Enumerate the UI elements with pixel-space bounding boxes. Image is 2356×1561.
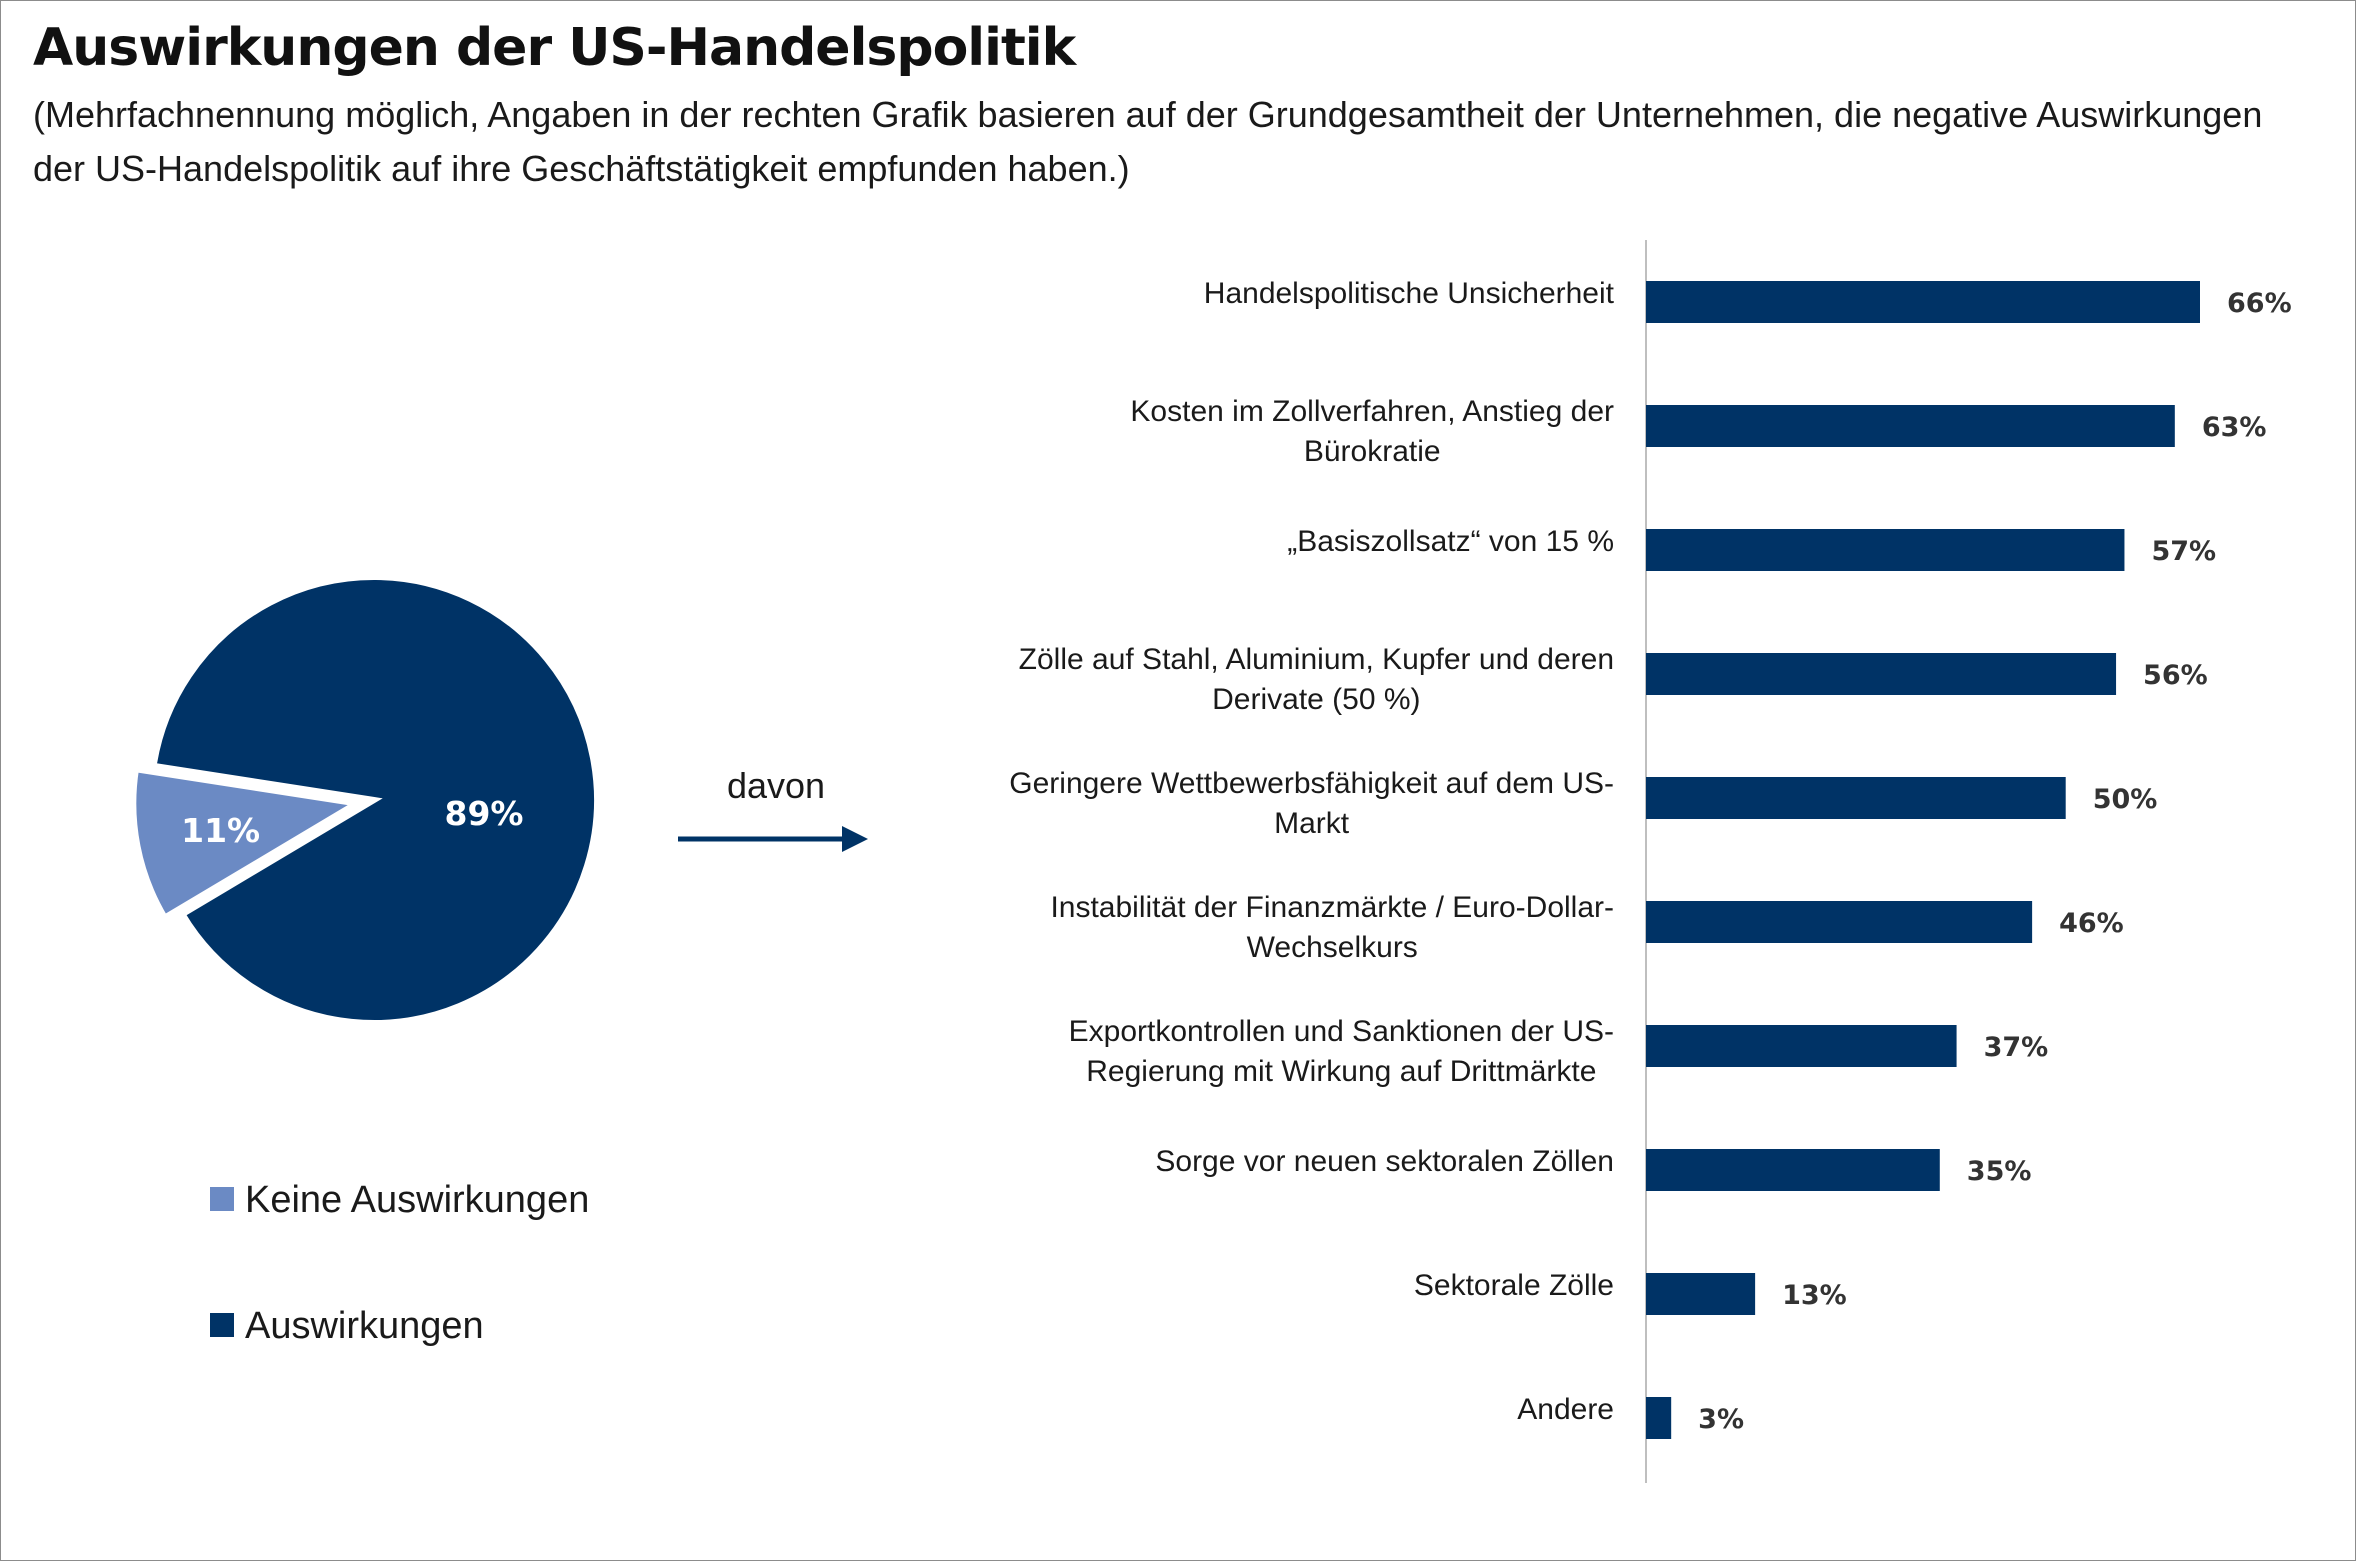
bar-category-label: Instabilität der Finanzmärkte / Euro-Dol… [1050, 891, 1614, 924]
arrow-head-icon [842, 826, 868, 852]
bar [1646, 653, 2117, 695]
pie-value-label: 89% [445, 794, 524, 833]
bar-category-label: Handelspolitische Unsicherheit [1204, 277, 1615, 310]
bar-value-label: 37% [1984, 1032, 2049, 1063]
bar-category-label: Exportkontrollen und Sanktionen der US- [1069, 1015, 1614, 1048]
bar-value-label: 35% [1967, 1156, 2032, 1187]
pie-value-label: 11% [181, 811, 260, 850]
bar-category-label: Regierung mit Wirkung auf Drittmärkte [1086, 1055, 1596, 1088]
bar [1646, 1025, 1957, 1067]
arrow-label: davon [727, 765, 825, 806]
bar-value-label: 66% [2227, 288, 2292, 319]
bar [1646, 529, 2125, 571]
bar-value-label: 3% [1698, 1404, 1744, 1435]
bar-category-label: Bürokratie [1304, 435, 1441, 468]
bar [1646, 281, 2200, 323]
bar-value-label: 56% [2143, 660, 2208, 691]
chart-title: Auswirkungen der US-Handelspolitik [33, 18, 1076, 78]
legend-swatch-icon [210, 1187, 234, 1211]
bar-category-label: Derivate (50 %) [1212, 683, 1420, 716]
bar-category-label: Andere [1517, 1393, 1614, 1426]
bar [1646, 901, 2033, 943]
bar-value-label: 50% [2093, 784, 2158, 815]
pie-slice-keine-auswirkungen [130, 765, 366, 922]
bar-category-label: Sorge vor neuen sektoralen Zöllen [1155, 1145, 1614, 1178]
legend-label: Keine Auswirkungen [245, 1179, 589, 1221]
bar-chart: 66% Handelspolitische Unsicherheit 63% Kost… [1009, 240, 2292, 1483]
bar-category-label: Geringere Wettbewerbsfähigkeit auf dem U… [1009, 767, 1614, 800]
bar [1646, 1273, 1756, 1315]
bar-category-label: Sektorale Zölle [1414, 1269, 1614, 1302]
legend-label: Auswirkungen [245, 1305, 484, 1347]
chart-subtitle: (Mehrfachnennung möglich, Angaben in der… [33, 94, 2263, 189]
bar-category-label: Kosten im Zollverfahren, Anstieg der [1130, 395, 1614, 428]
bar [1646, 405, 2175, 447]
pie-chart: 11% 89% [130, 574, 600, 1026]
bar-value-label: 63% [2202, 412, 2267, 443]
bar [1646, 1397, 1672, 1439]
bar-category-label: Zölle auf Stahl, Aluminium, Kupfer und d… [1019, 643, 1614, 676]
bar-value-label: 46% [2059, 908, 2124, 939]
bar-category-label: Markt [1274, 807, 1350, 840]
pie-legend: Keine Auswirkungen Auswirkungen [210, 1179, 589, 1347]
bar-category-label: Wechselkurs [1247, 931, 1418, 964]
bar-value-label: 57% [2151, 536, 2216, 567]
legend-swatch-icon [210, 1313, 234, 1337]
bar [1646, 1149, 1940, 1191]
davon-arrow: davon [678, 765, 868, 852]
pie-slice-auswirkungen [150, 574, 600, 1026]
bar-category-label: „Basiszollsatz“ von 15 % [1287, 525, 1614, 558]
bar [1646, 777, 2066, 819]
bar-value-label: 13% [1782, 1280, 1847, 1311]
